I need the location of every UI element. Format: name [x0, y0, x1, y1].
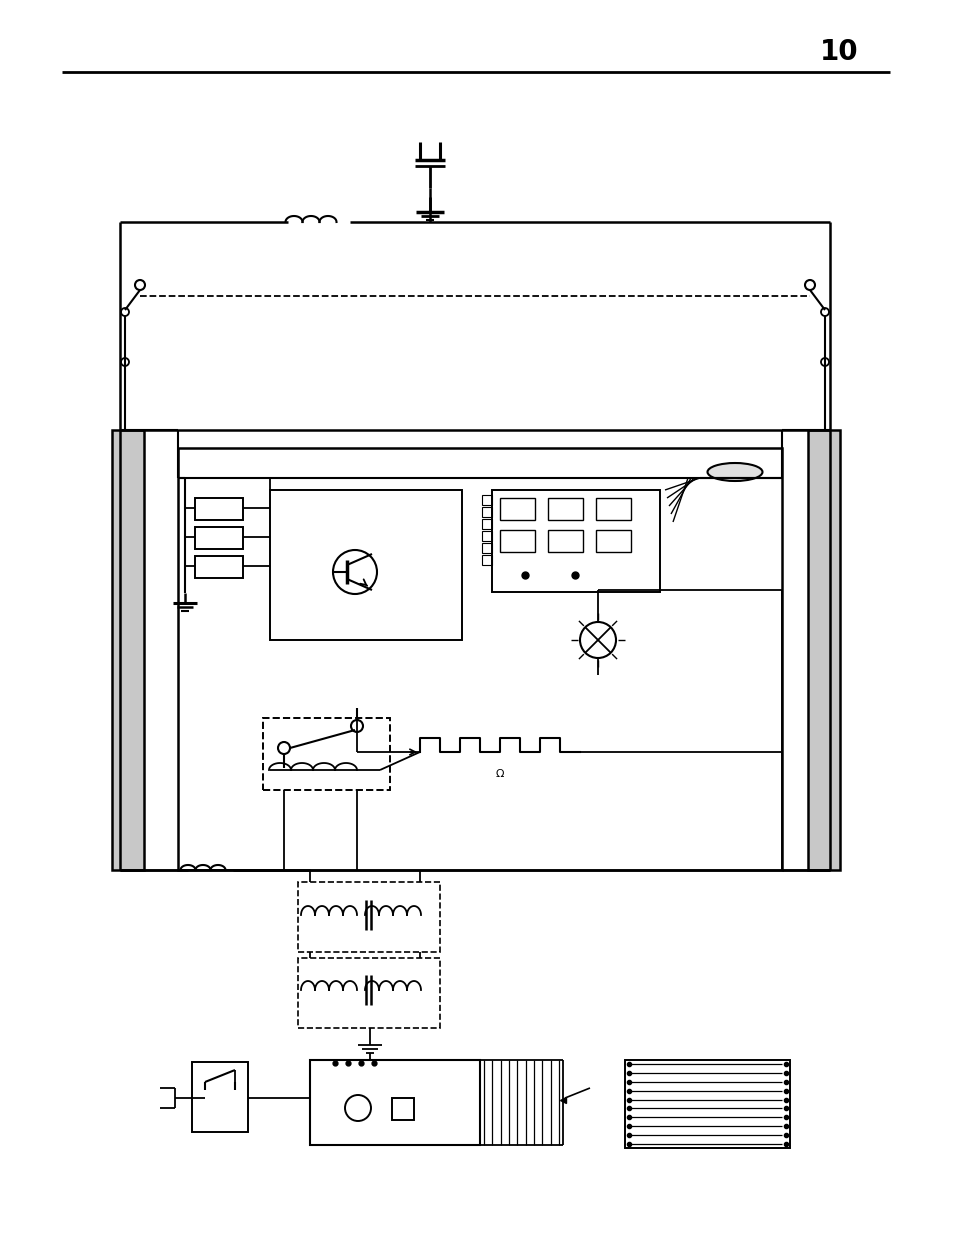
- Bar: [310, 1060, 479, 1145]
- Bar: [297, 882, 439, 952]
- Bar: [547, 498, 582, 520]
- Bar: [499, 498, 535, 520]
- Bar: [481, 508, 492, 517]
- Text: 10: 10: [820, 38, 858, 65]
- Bar: [194, 498, 243, 520]
- Bar: [596, 530, 630, 552]
- Text: Ω: Ω: [496, 769, 504, 779]
- Bar: [492, 490, 659, 592]
- Bar: [270, 490, 461, 640]
- Bar: [178, 448, 781, 869]
- Bar: [392, 1098, 414, 1120]
- Bar: [481, 531, 492, 541]
- Bar: [481, 543, 492, 553]
- Bar: [263, 718, 390, 790]
- Ellipse shape: [707, 463, 761, 480]
- Bar: [194, 556, 243, 578]
- Bar: [297, 958, 439, 1028]
- Bar: [624, 1060, 789, 1149]
- Bar: [112, 430, 144, 869]
- Bar: [194, 527, 243, 550]
- Bar: [596, 498, 630, 520]
- Bar: [499, 530, 535, 552]
- Bar: [192, 1062, 248, 1132]
- Bar: [481, 519, 492, 529]
- Bar: [547, 530, 582, 552]
- Bar: [481, 555, 492, 564]
- Bar: [807, 430, 840, 869]
- Bar: [481, 495, 492, 505]
